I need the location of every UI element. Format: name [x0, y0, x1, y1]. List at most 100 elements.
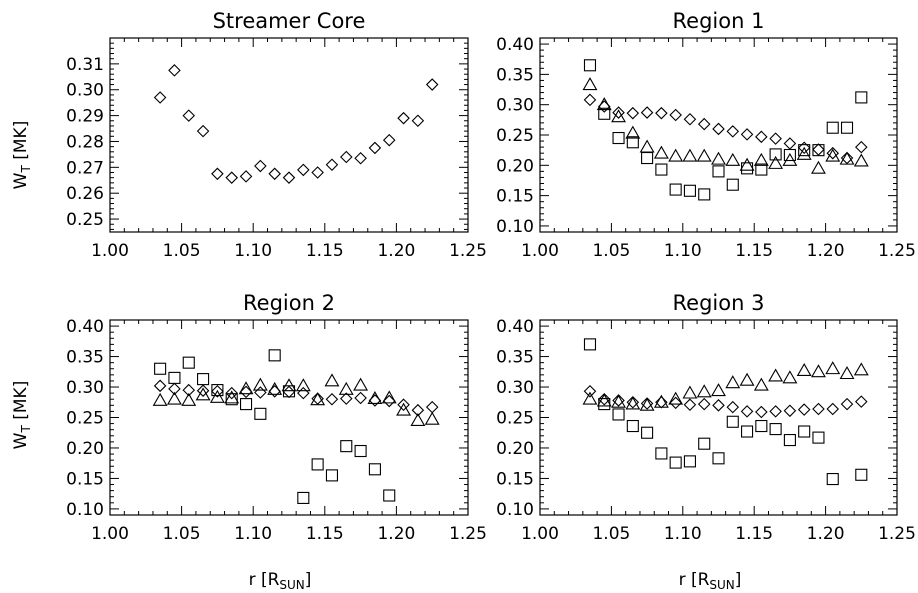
triangle-point [582, 77, 598, 91]
diamond-point [683, 398, 697, 411]
y-tick-label: 0.30 [496, 96, 534, 116]
x-tick-label: 1.00 [521, 241, 559, 261]
diamond-point [655, 395, 668, 409]
triangle-point [611, 394, 626, 408]
triangle-point [195, 387, 211, 401]
square-point [383, 489, 396, 502]
triangle-point [267, 381, 283, 395]
diamond-point [368, 141, 382, 155]
y-tick-label: 0.20 [496, 156, 534, 176]
triangle-point [753, 152, 769, 166]
triangle-point [796, 362, 812, 377]
diamond-point [640, 397, 654, 410]
plot-frame [109, 319, 469, 516]
diamond-point [254, 386, 267, 399]
y-tick-label: 0.31 [66, 55, 104, 75]
square-point [197, 373, 210, 386]
y-tick-label: 0.40 [66, 317, 104, 337]
triangle-point [711, 151, 726, 165]
square-point [826, 121, 839, 134]
square-point [669, 456, 682, 469]
triangle-point [796, 146, 812, 160]
diamond-point [225, 171, 238, 184]
diamond-point [597, 392, 611, 406]
diamond-point [812, 402, 825, 416]
diamond-point [411, 403, 425, 417]
triangle-point [324, 373, 340, 387]
square-point [225, 393, 238, 406]
triangle-point [682, 148, 698, 162]
diamond-point [769, 405, 782, 418]
square-point [741, 425, 754, 438]
triangle-point [696, 384, 712, 398]
x-tick-label: 1.00 [91, 524, 129, 544]
panel-title: Region 3 [673, 291, 765, 315]
x-tick-label: 1.00 [521, 524, 559, 544]
square-point [855, 468, 868, 481]
diamond-point [397, 111, 410, 125]
x-tick-label: 1.20 [377, 524, 415, 544]
square-point [154, 362, 167, 375]
x-tick-label: 1.15 [306, 524, 344, 544]
triangle-point [238, 381, 254, 395]
diamond-point [726, 125, 740, 138]
diamond-point [855, 395, 868, 408]
square-point [239, 398, 253, 411]
square-point [626, 136, 639, 149]
square-point [826, 472, 839, 486]
panel-title: Streamer Core [213, 9, 366, 33]
triangle-point [625, 125, 641, 139]
diamond-point [669, 396, 682, 410]
x-tick-label: 1.10 [234, 241, 272, 261]
square-point [855, 91, 868, 104]
x-tick-label: 1.10 [664, 241, 702, 261]
triangle-point [768, 155, 784, 169]
diamond-point [425, 400, 439, 414]
diamond-point [382, 394, 396, 408]
plot-frame [109, 37, 469, 233]
y-tick-label: 0.10 [66, 500, 104, 520]
diamond-point [268, 385, 281, 398]
square-point [368, 463, 381, 476]
square-point [254, 407, 267, 420]
square-point [669, 183, 682, 196]
x-tick-label: 1.15 [735, 241, 773, 261]
triangle-point [295, 378, 311, 392]
square-point [297, 491, 310, 504]
diamond-point [726, 400, 740, 414]
triangle-point [811, 160, 826, 174]
triangle-point [811, 364, 826, 378]
y-tick-label: 0.29 [66, 107, 104, 127]
panel-4: Region 3 1.00 1.05 1.10 1.15 1.20 1.25 0.10 0.15… [496, 291, 916, 544]
triangle-point [668, 391, 684, 405]
diamond-point [282, 385, 296, 399]
y-tick-label: 0.15 [496, 187, 534, 207]
square-point [626, 419, 639, 433]
diamond-point [368, 394, 382, 407]
triangle-point [782, 370, 798, 384]
y-tick-label: 0.35 [496, 348, 534, 368]
diamond-point [311, 166, 324, 179]
diamond-point [153, 379, 167, 393]
square-point [655, 163, 668, 176]
triangle-point [181, 392, 197, 406]
diamond-point [583, 385, 597, 398]
diamond-point [583, 93, 597, 107]
square-point [598, 107, 611, 120]
diamond-point [239, 385, 253, 399]
square-point [683, 184, 696, 197]
diamond-point [411, 114, 425, 128]
y-tick-label: 0.30 [66, 378, 104, 398]
diamond-point [282, 171, 296, 184]
panel-3: Region 2 1.00 1.05 1.10 1.15 1.20 1.25 0.10 0.15… [66, 291, 487, 544]
y-tick-label: 0.10 [496, 217, 534, 237]
diamond-point [783, 404, 797, 418]
diamond-point [425, 78, 439, 91]
y-tick-label: 0.30 [66, 81, 104, 101]
diamond-point [211, 167, 224, 181]
square-point [769, 148, 782, 161]
diamond-point [840, 397, 854, 411]
diamond-point [168, 64, 181, 77]
y-tick-label: 0.15 [496, 469, 534, 489]
diamond-point [153, 91, 167, 104]
